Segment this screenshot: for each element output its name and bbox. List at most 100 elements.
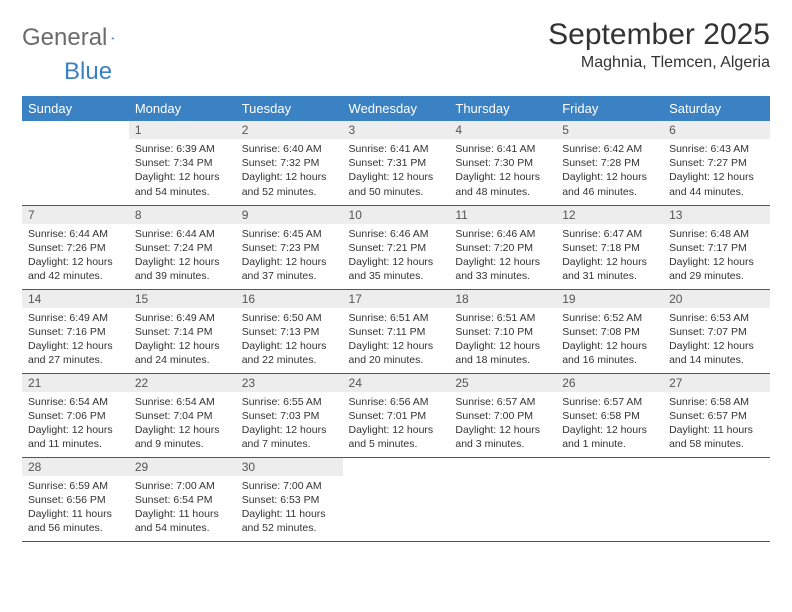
day-details: Sunrise: 7:00 AMSunset: 6:54 PMDaylight:… [129,476,236,541]
day-details: Sunrise: 6:46 AMSunset: 7:21 PMDaylight:… [343,224,450,289]
sunrise-text: Sunrise: 6:41 AM [455,142,550,156]
sunrise-text: Sunrise: 6:55 AM [242,395,337,409]
calendar-week-row: 21Sunrise: 6:54 AMSunset: 7:06 PMDayligh… [22,373,770,457]
calendar-day-cell: 22Sunrise: 6:54 AMSunset: 7:04 PMDayligh… [129,373,236,457]
day-number: 8 [129,206,236,224]
sunrise-text: Sunrise: 6:57 AM [455,395,550,409]
calendar-day-cell: 6Sunrise: 6:43 AMSunset: 7:27 PMDaylight… [663,121,770,205]
calendar-day-cell: 19Sunrise: 6:52 AMSunset: 7:08 PMDayligh… [556,289,663,373]
daylight-text: Daylight: 12 hours and 37 minutes. [242,255,337,283]
calendar-day-cell: 2Sunrise: 6:40 AMSunset: 7:32 PMDaylight… [236,121,343,205]
logo-text-2: Blue [22,58,112,85]
weekday-header: Monday [129,96,236,121]
calendar-day-cell: 12Sunrise: 6:47 AMSunset: 7:18 PMDayligh… [556,205,663,289]
calendar-day-cell [556,457,663,541]
day-details: Sunrise: 6:57 AMSunset: 6:58 PMDaylight:… [556,392,663,457]
day-number: 18 [449,290,556,308]
day-details: Sunrise: 6:47 AMSunset: 7:18 PMDaylight:… [556,224,663,289]
sunset-text: Sunset: 6:54 PM [135,493,230,507]
daylight-text: Daylight: 12 hours and 11 minutes. [28,423,123,451]
day-number: 2 [236,121,343,139]
day-details: Sunrise: 6:57 AMSunset: 7:00 PMDaylight:… [449,392,556,457]
sunset-text: Sunset: 7:21 PM [349,241,444,255]
daylight-text: Daylight: 12 hours and 35 minutes. [349,255,444,283]
calendar-day-cell: 27Sunrise: 6:58 AMSunset: 6:57 PMDayligh… [663,373,770,457]
sunset-text: Sunset: 7:10 PM [455,325,550,339]
day-details: Sunrise: 6:43 AMSunset: 7:27 PMDaylight:… [663,139,770,204]
daylight-text: Daylight: 12 hours and 14 minutes. [669,339,764,367]
calendar-week-row: 28Sunrise: 6:59 AMSunset: 6:56 PMDayligh… [22,457,770,541]
day-details: Sunrise: 6:54 AMSunset: 7:06 PMDaylight:… [22,392,129,457]
daylight-text: Daylight: 12 hours and 42 minutes. [28,255,123,283]
daylight-text: Daylight: 11 hours and 58 minutes. [669,423,764,451]
sunrise-text: Sunrise: 6:39 AM [135,142,230,156]
day-details: Sunrise: 6:50 AMSunset: 7:13 PMDaylight:… [236,308,343,373]
sunrise-text: Sunrise: 6:54 AM [135,395,230,409]
calendar-day-cell: 21Sunrise: 6:54 AMSunset: 7:06 PMDayligh… [22,373,129,457]
day-details: Sunrise: 6:48 AMSunset: 7:17 PMDaylight:… [663,224,770,289]
calendar-day-cell: 26Sunrise: 6:57 AMSunset: 6:58 PMDayligh… [556,373,663,457]
daylight-text: Daylight: 12 hours and 44 minutes. [669,170,764,198]
day-number: 25 [449,374,556,392]
day-details: Sunrise: 6:41 AMSunset: 7:31 PMDaylight:… [343,139,450,204]
day-details: Sunrise: 6:44 AMSunset: 7:26 PMDaylight:… [22,224,129,289]
calendar-day-cell [343,457,450,541]
logo-sail-icon [111,28,115,48]
day-number: 21 [22,374,129,392]
calendar-day-cell: 20Sunrise: 6:53 AMSunset: 7:07 PMDayligh… [663,289,770,373]
day-details: Sunrise: 6:51 AMSunset: 7:11 PMDaylight:… [343,308,450,373]
sunrise-text: Sunrise: 6:49 AM [28,311,123,325]
sunset-text: Sunset: 7:04 PM [135,409,230,423]
sunset-text: Sunset: 7:30 PM [455,156,550,170]
logo-text-1: General [22,24,107,52]
day-details: Sunrise: 6:39 AMSunset: 7:34 PMDaylight:… [129,139,236,204]
weekday-header: Tuesday [236,96,343,121]
sunrise-text: Sunrise: 6:45 AM [242,227,337,241]
calendar-day-cell: 25Sunrise: 6:57 AMSunset: 7:00 PMDayligh… [449,373,556,457]
day-details: Sunrise: 6:58 AMSunset: 6:57 PMDaylight:… [663,392,770,457]
day-number: 16 [236,290,343,308]
sunset-text: Sunset: 7:07 PM [669,325,764,339]
day-details: Sunrise: 6:49 AMSunset: 7:16 PMDaylight:… [22,308,129,373]
sunrise-text: Sunrise: 6:52 AM [562,311,657,325]
day-details: Sunrise: 6:40 AMSunset: 7:32 PMDaylight:… [236,139,343,204]
day-number: 20 [663,290,770,308]
calendar-day-cell: 1Sunrise: 6:39 AMSunset: 7:34 PMDaylight… [129,121,236,205]
calendar-day-cell: 28Sunrise: 6:59 AMSunset: 6:56 PMDayligh… [22,457,129,541]
sunset-text: Sunset: 6:58 PM [562,409,657,423]
day-number: 28 [22,458,129,476]
month-title: September 2025 [548,18,770,52]
day-number: 17 [343,290,450,308]
calendar-day-cell: 8Sunrise: 6:44 AMSunset: 7:24 PMDaylight… [129,205,236,289]
daylight-text: Daylight: 12 hours and 3 minutes. [455,423,550,451]
day-number: 5 [556,121,663,139]
sunrise-text: Sunrise: 6:58 AM [669,395,764,409]
day-number: 29 [129,458,236,476]
daylight-text: Daylight: 12 hours and 46 minutes. [562,170,657,198]
sunset-text: Sunset: 7:03 PM [242,409,337,423]
day-details: Sunrise: 6:46 AMSunset: 7:20 PMDaylight:… [449,224,556,289]
sunrise-text: Sunrise: 6:41 AM [349,142,444,156]
sunrise-text: Sunrise: 6:49 AM [135,311,230,325]
calendar-week-row: 14Sunrise: 6:49 AMSunset: 7:16 PMDayligh… [22,289,770,373]
sunset-text: Sunset: 7:13 PM [242,325,337,339]
day-number: 30 [236,458,343,476]
day-number: 3 [343,121,450,139]
sunset-text: Sunset: 7:24 PM [135,241,230,255]
calendar-day-cell: 24Sunrise: 6:56 AMSunset: 7:01 PMDayligh… [343,373,450,457]
sunset-text: Sunset: 7:16 PM [28,325,123,339]
day-number: 1 [129,121,236,139]
weekday-header-row: Sunday Monday Tuesday Wednesday Thursday… [22,96,770,121]
day-details: Sunrise: 6:44 AMSunset: 7:24 PMDaylight:… [129,224,236,289]
sunset-text: Sunset: 7:14 PM [135,325,230,339]
sunset-text: Sunset: 7:28 PM [562,156,657,170]
daylight-text: Daylight: 12 hours and 7 minutes. [242,423,337,451]
daylight-text: Daylight: 12 hours and 9 minutes. [135,423,230,451]
calendar-day-cell: 14Sunrise: 6:49 AMSunset: 7:16 PMDayligh… [22,289,129,373]
weekday-header: Wednesday [343,96,450,121]
daylight-text: Daylight: 12 hours and 39 minutes. [135,255,230,283]
daylight-text: Daylight: 12 hours and 20 minutes. [349,339,444,367]
sunrise-text: Sunrise: 6:47 AM [562,227,657,241]
sunset-text: Sunset: 7:23 PM [242,241,337,255]
sunrise-text: Sunrise: 6:54 AM [28,395,123,409]
